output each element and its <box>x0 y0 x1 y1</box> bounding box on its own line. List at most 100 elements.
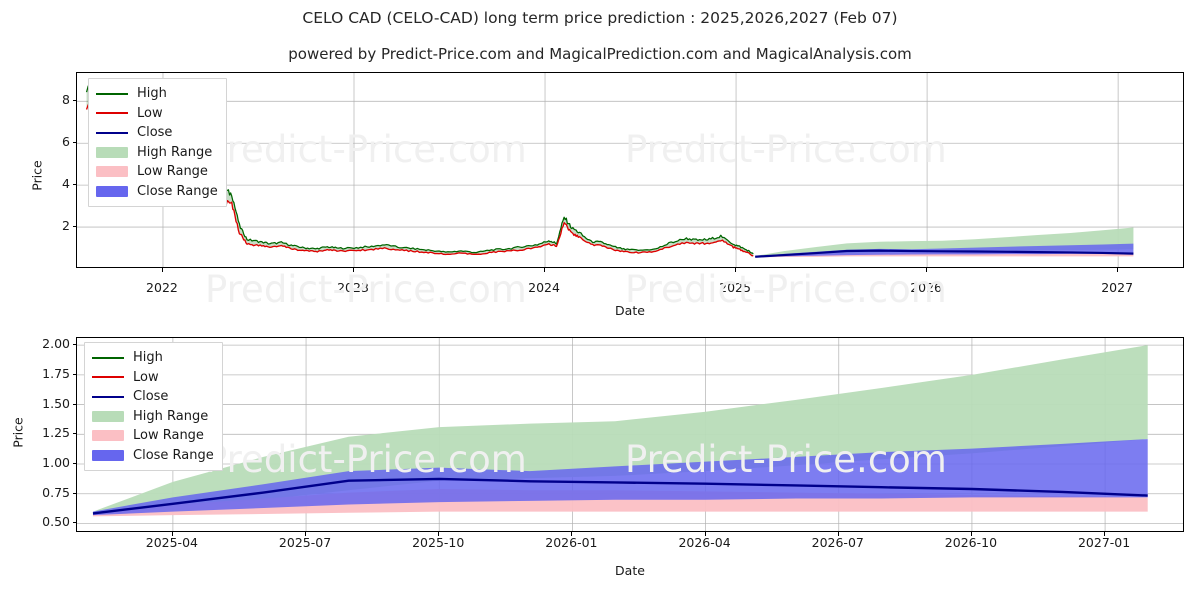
forecast-x-tick: 2025-04 <box>145 535 198 550</box>
forecast-y-tick: 1.50 <box>42 395 70 411</box>
legend-swatch-line <box>95 126 129 140</box>
legend-item: High Range <box>95 143 218 163</box>
x-tick-mark <box>171 532 173 536</box>
overview-x-tick: 2025 <box>719 280 751 295</box>
legend-item-label: Close Range <box>137 183 218 199</box>
y-tick-mark <box>72 184 76 186</box>
forecast-plot-svg <box>77 338 1183 531</box>
legend-item-label: Close <box>137 125 173 141</box>
legend-item: Close Range <box>91 446 214 466</box>
forecast-y-tick: 2.00 <box>42 336 70 352</box>
overview-x-tick: 2024 <box>528 280 560 295</box>
legend-swatch-fill <box>92 395 124 398</box>
y-tick-mark <box>72 403 76 405</box>
forecast-chart-panel: Price 0.50 0.75 1.00 1.25 1.50 1.75 2.00… <box>0 320 1200 600</box>
legend-item: Close Range <box>95 182 218 202</box>
page-title: CELO CAD (CELO-CAD) long term price pred… <box>302 9 898 27</box>
legend-item-label: High <box>133 350 163 366</box>
x-tick-mark <box>353 268 354 272</box>
legend-item: Low Range <box>91 426 214 446</box>
legend-item-label: Low <box>133 369 159 385</box>
y-tick-mark <box>72 226 76 228</box>
legend-swatch-line <box>91 370 125 384</box>
forecast-plot-area <box>76 337 1184 532</box>
legend-item: High Range <box>91 407 214 427</box>
forecast-legend: High Low Close High Range Low Range Close Ran… <box>84 342 223 471</box>
x-tick-mark <box>438 532 440 536</box>
legend-swatch-line <box>91 390 125 404</box>
forecast-x-axis-label: Date <box>615 563 645 578</box>
forecast-x-tick: 2026-01 <box>545 535 598 550</box>
legend-swatch-fill <box>92 449 124 461</box>
page-subtitle: powered by Predict-Price.com and Magical… <box>288 45 912 63</box>
legend-item-label: Close Range <box>133 447 214 463</box>
y-tick-mark <box>72 373 76 375</box>
overview-y-tick: 4 <box>62 176 70 192</box>
overview-y-tick: 2 <box>62 218 70 234</box>
y-tick-mark <box>72 492 76 494</box>
y-tick-mark <box>72 344 76 346</box>
overview-x-axis-label: Date <box>615 303 645 318</box>
y-tick-mark <box>72 433 76 435</box>
overview-plot-area <box>76 72 1184 268</box>
legend-swatch-patch <box>91 429 125 443</box>
x-tick-mark <box>926 268 928 272</box>
legend-item: Low <box>91 368 214 388</box>
legend-swatch-fill <box>96 146 128 158</box>
legend-swatch-fill <box>92 356 124 359</box>
legend-item-label: High Range <box>137 144 213 160</box>
x-tick-mark <box>161 268 163 272</box>
legend-swatch-patch <box>95 145 129 159</box>
legend-item: Low Range <box>95 162 218 182</box>
legend-swatch-fill <box>96 185 128 197</box>
legend-swatch-fill <box>92 410 124 422</box>
legend-swatch-patch <box>95 165 129 179</box>
overview-x-tick: 2022 <box>146 280 178 295</box>
legend-item: Close <box>95 123 218 143</box>
forecast-y-tick: 1.25 <box>42 425 70 441</box>
overview-x-tick: 2026 <box>910 280 942 295</box>
overview-x-tick: 2023 <box>337 280 369 295</box>
forecast-x-tick: 2026-04 <box>678 535 731 550</box>
overview-x-tick: 2027 <box>1101 280 1134 295</box>
forecast-y-tick: 0.50 <box>42 514 70 530</box>
legend-item-label: High Range <box>133 408 209 424</box>
x-tick-mark <box>735 268 737 272</box>
legend-swatch-line <box>95 87 129 101</box>
x-tick-mark <box>837 532 839 536</box>
legend-swatch-line <box>95 106 129 120</box>
legend-item-label: Low Range <box>137 164 208 180</box>
overview-y-tick: 8 <box>62 92 70 108</box>
legend-swatch-fill <box>96 92 128 95</box>
legend-item: High <box>91 348 214 368</box>
forecast-y-tick: 1.75 <box>42 365 70 381</box>
legend-item: High <box>95 84 218 104</box>
y-tick-mark <box>72 522 76 524</box>
forecast-x-tick: 2025-10 <box>412 535 465 550</box>
legend-item: Close <box>91 387 214 407</box>
legend-swatch-patch <box>95 184 129 198</box>
overview-chart-panel: Price 2 4 6 8 2022 2023 2024 2025 2026 2… <box>30 72 1184 318</box>
legend-item-label: High <box>137 86 167 102</box>
legend-item: Low <box>95 104 218 124</box>
forecast-x-tick: 2027-01 <box>1077 535 1131 550</box>
legend-item-label: Low Range <box>133 428 204 444</box>
forecast-x-tick: 2026-10 <box>944 535 998 550</box>
legend-swatch-fill <box>96 131 128 134</box>
x-tick-mark <box>704 532 706 536</box>
legend-item-label: Low <box>137 105 163 121</box>
overview-legend: High Low Close High Range Low Range Close Ran… <box>88 78 227 207</box>
forecast-y-tick: 1.00 <box>42 455 70 471</box>
forecast-x-tick: 2025-07 <box>278 535 332 550</box>
x-tick-mark <box>1117 268 1119 272</box>
y-tick-mark <box>72 100 76 102</box>
x-tick-mark <box>305 532 307 536</box>
y-tick-mark <box>72 463 76 465</box>
x-tick-mark <box>1104 532 1106 536</box>
x-tick-mark <box>571 532 573 536</box>
x-tick-mark <box>970 532 972 536</box>
legend-swatch-patch <box>91 448 125 462</box>
overview-plot-svg <box>77 73 1183 267</box>
legend-swatch-fill <box>92 376 124 379</box>
